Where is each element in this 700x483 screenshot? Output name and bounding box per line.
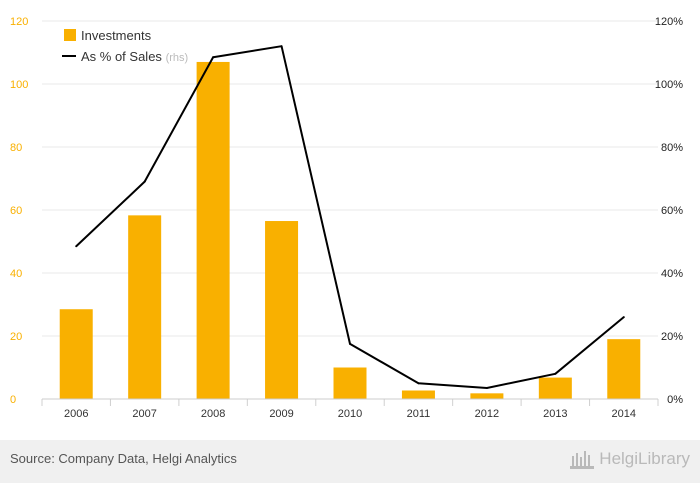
left-axis-tick-label: 80 <box>10 142 22 154</box>
bar-series-investments <box>59 61 641 399</box>
bar-2006 <box>59 309 93 399</box>
x-axis-tick-label: 2008 <box>201 408 225 420</box>
bar-2009 <box>265 221 299 399</box>
legend-label-as-pct-of-sales-text: As % of Sales <box>81 49 162 64</box>
x-axis-tick-label: 2013 <box>543 408 567 420</box>
x-axis-tick-label: 2007 <box>132 408 156 420</box>
footer: Source: Company Data, Helgi Analytics He… <box>0 440 700 483</box>
line-point-2009 <box>280 45 283 48</box>
line-series-as-pct-of-sales <box>75 45 625 389</box>
right-axis: 0% 20% 40% 60% 80% 100% 120% <box>655 16 683 406</box>
left-axis-tick-label: 60 <box>10 205 22 217</box>
legend-label-as-pct-of-sales: As % of Sales (rhs) <box>81 49 188 64</box>
left-axis-tick-label: 0 <box>10 394 16 406</box>
brand-logo: HelgiLibrary <box>569 448 690 470</box>
bar-2007 <box>128 215 162 399</box>
brand-name: HelgiLibrary <box>599 449 690 468</box>
right-axis-tick-label: 0% <box>667 394 683 406</box>
right-axis-tick-label: 20% <box>661 331 683 343</box>
source-note: Source: Company Data, Helgi Analytics <box>10 451 237 466</box>
legend: Investments As % of Sales (rhs) <box>62 28 188 64</box>
x-axis-tick-label: 2006 <box>64 408 88 420</box>
bar-2014 <box>607 339 641 399</box>
line-point-2006 <box>75 245 78 248</box>
line-point-2007 <box>143 180 146 183</box>
left-axis-tick-label: 40 <box>10 268 22 280</box>
line-point-2008 <box>212 56 215 59</box>
chart: 0 20 40 60 80 100 120 0% 20% 40% 60% 80% 100% 120% 2… <box>10 16 683 420</box>
left-axis-tick-label: 120 <box>10 16 28 28</box>
legend-label-investments: Investments <box>81 28 152 43</box>
x-axis-tick-label: 2009 <box>269 408 293 420</box>
left-axis-tick-label: 100 <box>10 79 28 91</box>
x-axis-tick-label: 2012 <box>475 408 499 420</box>
x-axis-tick-label: 2011 <box>407 408 431 420</box>
line-point-2013 <box>554 372 557 375</box>
right-axis-tick-label: 120% <box>655 16 683 28</box>
right-axis-tick-label: 60% <box>661 205 683 217</box>
legend-rhs-suffix: (rhs) <box>166 52 189 64</box>
right-axis-tick-label: 80% <box>661 142 683 154</box>
bar-2008 <box>196 61 230 399</box>
x-axis: 2006 2007 2008 2009 2010 2011 2012 2013 2014 <box>41 398 659 420</box>
line-point-2011 <box>417 382 420 385</box>
library-icon <box>570 451 595 469</box>
bar-2010 <box>333 367 367 399</box>
bar-2011 <box>401 390 435 399</box>
bar-2012 <box>470 393 504 399</box>
legend-swatch-investments <box>64 29 76 41</box>
line-point-2014 <box>622 316 625 319</box>
x-axis-tick-label: 2010 <box>338 408 362 420</box>
line-point-2012 <box>485 386 488 389</box>
right-axis-tick-label: 100% <box>655 79 683 91</box>
left-axis-tick-label: 20 <box>10 331 22 343</box>
bar-2013 <box>538 377 572 399</box>
right-axis-tick-label: 40% <box>661 268 683 280</box>
line-point-2010 <box>349 342 351 345</box>
x-axis-tick-label: 2014 <box>612 408 636 420</box>
left-axis: 0 20 40 60 80 100 120 <box>10 16 28 406</box>
